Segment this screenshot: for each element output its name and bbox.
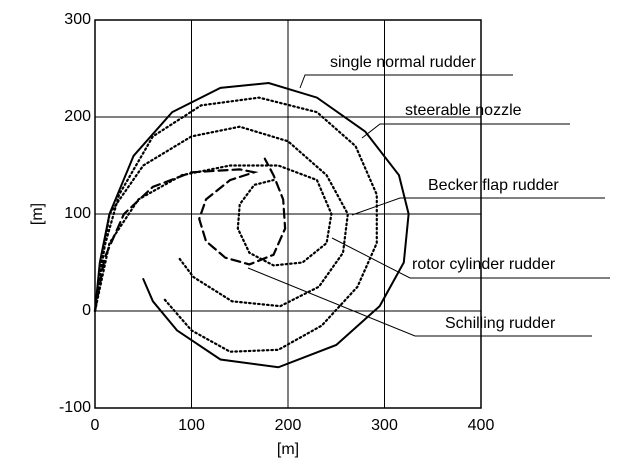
x-tick-label: 400	[468, 417, 495, 434]
series-line	[93, 96, 378, 353]
series-label: Schilling rudder	[445, 315, 556, 332]
arrow	[361, 123, 570, 139]
series-label: Becker flap rudder	[428, 177, 559, 194]
y-tick-label: 100	[64, 205, 91, 222]
series-label: single normal rudder	[330, 54, 477, 71]
series-line	[93, 125, 349, 313]
x-axis-label: [m]	[277, 441, 299, 458]
y-axis-label: [m]	[29, 203, 46, 225]
arrow	[331, 237, 610, 279]
annotation-arrows	[247, 74, 610, 337]
series-label: steerable nozzle	[405, 102, 522, 119]
arrow	[351, 197, 605, 216]
y-tick-label: -100	[59, 399, 91, 416]
series-label: rotor cylinder rudder	[412, 256, 556, 273]
series-line	[93, 157, 287, 313]
y-tick-label: 0	[82, 302, 91, 319]
x-tick-label: 0	[91, 417, 100, 434]
series-line	[93, 164, 333, 313]
series-line	[94, 82, 410, 369]
x-tick-label: 100	[178, 417, 205, 434]
x-tick-label: 200	[275, 417, 302, 434]
y-tick-label: 300	[64, 11, 91, 28]
arrow	[299, 74, 513, 89]
arrow	[247, 267, 592, 337]
x-tick-label: 300	[371, 417, 398, 434]
y-tick-label: 200	[64, 108, 91, 125]
